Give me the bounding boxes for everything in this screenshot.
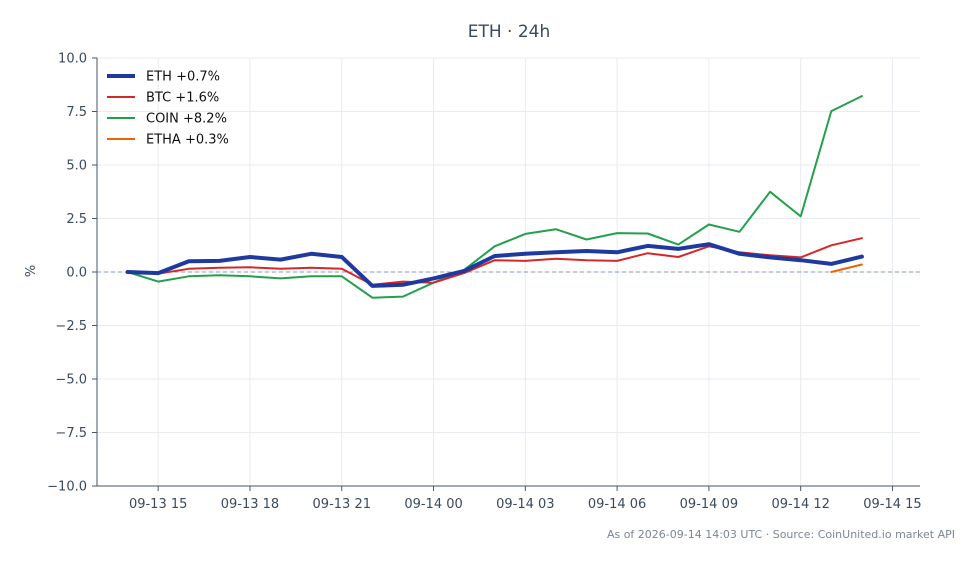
y-tick-label: −7.5	[55, 426, 87, 441]
legend: ETH +0.7% BTC +1.6% COIN +8.2% ETHA +0.3%	[107, 70, 229, 148]
y-axis-ticks: 10.0 7.5 5.0 2.5 0.0 −2.5 −5.0 −7.5 −10.0	[47, 52, 97, 495]
y-tick-label: −2.5	[55, 319, 87, 334]
x-tick-label: 09-14 06	[588, 497, 646, 512]
x-tick-label: 09-14 15	[863, 497, 921, 512]
y-tick-label: −10.0	[47, 480, 87, 495]
y-tick-label: 7.5	[66, 105, 87, 120]
series-line-coin	[126, 95, 863, 299]
x-tick-label: 09-14 03	[496, 497, 554, 512]
series-line-etha	[830, 263, 863, 273]
x-tick-label: 09-13 21	[313, 497, 371, 512]
x-tick-label: 09-13 18	[221, 497, 279, 512]
y-tick-label: 2.5	[66, 212, 87, 227]
series-lines	[125, 95, 864, 299]
legend-label: ETH +0.7%	[146, 70, 220, 85]
series-line-btc	[126, 237, 863, 286]
legend-label: COIN +8.2%	[146, 112, 227, 127]
y-axis-label: %	[24, 265, 39, 277]
x-tick-label: 09-14 12	[771, 497, 829, 512]
chart-title: ETH · 24h	[468, 22, 551, 42]
y-tick-label: 5.0	[66, 159, 87, 174]
x-tick-label: 09-14 00	[404, 497, 462, 512]
x-axis-ticks: 09-13 15 09-13 18 09-13 21 09-14 00 09-14 03…	[129, 486, 922, 512]
legend-label: BTC +1.6%	[146, 91, 219, 106]
source-footer: As of 2026-09-14 14:03 UTC · Source: Coi…	[607, 528, 955, 541]
y-tick-label: 10.0	[58, 52, 87, 67]
x-tick-label: 09-14 09	[680, 497, 738, 512]
x-tick-label: 09-13 15	[129, 497, 187, 512]
y-tick-label: 0.0	[66, 266, 87, 281]
series-line-eth	[125, 242, 864, 288]
legend-label: ETHA +0.3%	[146, 133, 229, 148]
y-tick-label: −5.0	[55, 373, 87, 388]
